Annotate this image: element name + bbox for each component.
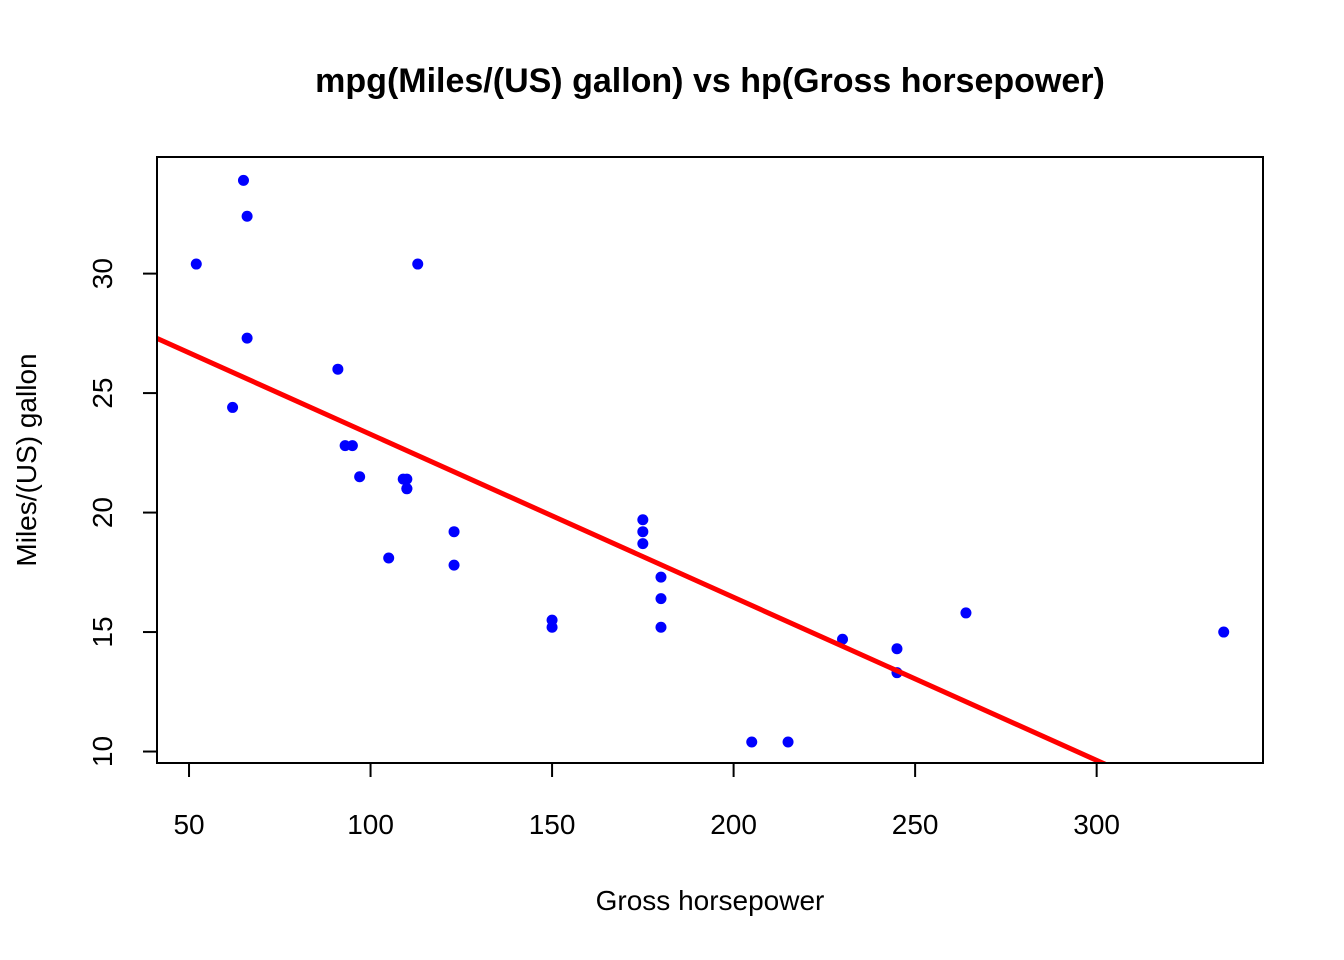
y-tick-label: 20 xyxy=(87,497,118,528)
data-point xyxy=(448,559,460,571)
y-tick-label: 15 xyxy=(87,616,118,647)
data-point xyxy=(637,538,649,550)
data-point xyxy=(412,258,424,270)
y-axis-label: Miles/(US) gallon xyxy=(11,353,42,566)
x-tick-label: 200 xyxy=(710,809,757,840)
data-point xyxy=(837,633,849,645)
y-axis: 10 15 20 25 30 xyxy=(87,258,158,767)
chart-title: mpg(Miles/(US) gallon) vs hp(Gross horse… xyxy=(315,62,1105,100)
data-point xyxy=(383,552,395,564)
data-point xyxy=(332,363,344,375)
data-point xyxy=(637,526,649,538)
regression-line xyxy=(157,336,1109,763)
data-points xyxy=(190,174,1230,748)
data-point xyxy=(397,473,409,485)
plot-frame xyxy=(156,156,1264,764)
data-point xyxy=(237,174,249,186)
data-point xyxy=(346,440,358,452)
y-tick-label: 25 xyxy=(87,378,118,409)
data-point xyxy=(1218,626,1230,638)
data-point xyxy=(546,621,558,633)
data-point xyxy=(354,471,366,483)
data-point xyxy=(637,514,649,526)
data-point xyxy=(960,607,972,619)
data-point xyxy=(241,210,253,222)
x-tick-label: 100 xyxy=(347,809,394,840)
x-tick-label: 300 xyxy=(1073,809,1120,840)
data-point xyxy=(448,526,460,538)
data-point xyxy=(241,332,253,344)
x-tick-label: 250 xyxy=(892,809,939,840)
y-tick-label: 10 xyxy=(87,736,118,767)
y-tick-label: 30 xyxy=(87,258,118,289)
data-point xyxy=(746,736,758,748)
x-axis-label: Gross horsepower xyxy=(596,885,825,916)
regression-line-group xyxy=(157,336,1109,763)
data-point xyxy=(655,593,667,605)
data-point xyxy=(655,621,667,633)
data-point xyxy=(782,736,794,748)
x-axis: 50 100 150 200 250 300 xyxy=(173,762,1120,840)
data-point xyxy=(227,401,239,413)
data-point xyxy=(190,258,202,270)
x-tick-label: 50 xyxy=(173,809,204,840)
data-point xyxy=(655,571,667,583)
x-tick-label: 150 xyxy=(529,809,576,840)
data-point xyxy=(401,483,413,495)
data-point xyxy=(891,643,903,655)
